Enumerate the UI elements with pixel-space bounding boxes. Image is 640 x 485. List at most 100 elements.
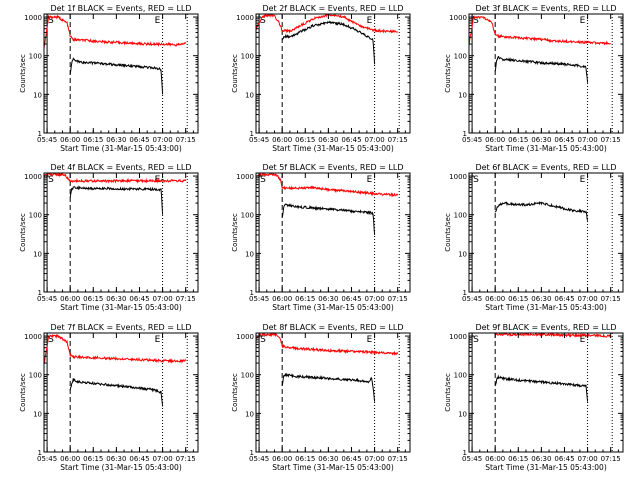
plot-frame: [43, 13, 199, 134]
x-tick-label: 06:30: [318, 295, 338, 303]
x-tick-label: 06:45: [129, 136, 149, 144]
x-tick-label: 07:15: [176, 295, 196, 303]
x-tick-label: 06:00: [60, 455, 80, 463]
x-axis-label: Start Time (31-Mar-15 05:43:00): [272, 144, 394, 153]
y-tick-label: 1: [250, 449, 254, 457]
y-axis-label: Counts/sec: [19, 373, 27, 412]
end-marker-label: E: [155, 16, 161, 26]
x-tick-label: 07:15: [601, 455, 621, 463]
chart-title: Det 8f BLACK = Events, RED = LLD: [262, 323, 403, 332]
lld-series-line: [469, 15, 612, 46]
y-axis-label: Counts/sec: [444, 373, 452, 412]
lld-series-line: [44, 14, 187, 49]
y-axis-label: Counts/sec: [444, 213, 452, 252]
x-tick-label: 06:00: [60, 136, 80, 144]
events-series-line: [281, 203, 376, 235]
y-tick-label: 1000: [449, 333, 467, 341]
x-axis-label: Start Time (31-Mar-15 05:43:00): [485, 463, 607, 472]
x-tick-label: 07:00: [577, 455, 597, 463]
y-tick-label: 10: [33, 250, 42, 258]
x-tick-label: 07:15: [388, 295, 408, 303]
chart-title: Det 3f BLACK = Events, RED = LLD: [475, 4, 616, 13]
y-tick-label: 100: [29, 372, 42, 380]
y-tick-label: 100: [454, 53, 467, 61]
chart-title: Det 5f BLACK = Events, RED = LLD: [262, 163, 403, 172]
x-tick-label: 06:45: [341, 455, 361, 463]
start-marker-label: S: [48, 16, 54, 26]
y-tick-label: 1: [463, 449, 467, 457]
x-tick-label: 05:45: [37, 295, 57, 303]
x-tick-label: 07:15: [388, 136, 408, 144]
start-marker-label: S: [260, 16, 266, 26]
y-tick-label: 1000: [24, 173, 42, 181]
x-tick-label: 07:15: [176, 136, 196, 144]
start-marker-label: S: [48, 175, 54, 185]
x-tick-label: 06:45: [554, 295, 574, 303]
chart-title: Det 7f BLACK = Events, RED = LLD: [50, 323, 191, 332]
x-tick-label: 05:45: [249, 295, 269, 303]
y-tick-label: 10: [33, 91, 42, 99]
events-series-line: [494, 374, 589, 402]
y-tick-label: 1000: [449, 14, 467, 22]
y-tick-label: 1: [250, 130, 254, 138]
y-tick-label: 1: [38, 130, 42, 138]
x-tick-label: 06:45: [341, 136, 361, 144]
y-tick-label: 10: [245, 410, 254, 418]
x-tick-label: 05:45: [37, 455, 57, 463]
end-marker-label: E: [367, 175, 373, 185]
chart-panel-8: Det 8f BLACK = Events, RED = LLD S E 1 10 100…: [231, 323, 411, 472]
plot-frame: [255, 332, 411, 453]
plot-frame: [255, 13, 411, 134]
y-tick-label: 1000: [24, 333, 42, 341]
y-tick-label: 1: [38, 449, 42, 457]
x-tick-label: 06:00: [485, 136, 505, 144]
y-tick-label: 1: [38, 289, 42, 297]
y-axis-label: Counts/sec: [19, 54, 27, 93]
lld-series-line: [256, 333, 399, 356]
x-tick-label: 06:30: [106, 136, 126, 144]
plot-frame: [43, 332, 199, 453]
start-marker-label: S: [473, 16, 479, 26]
x-tick-label: 06:15: [508, 295, 528, 303]
plot-frame: [255, 172, 411, 293]
x-axis-label: Start Time (31-Mar-15 05:43:00): [60, 463, 182, 472]
x-tick-label: 07:00: [577, 295, 597, 303]
x-tick-label: 06:45: [129, 295, 149, 303]
start-marker-label: S: [473, 335, 479, 345]
x-tick-label: 06:00: [60, 295, 80, 303]
x-tick-label: 06:00: [272, 455, 292, 463]
y-tick-label: 1: [463, 130, 467, 138]
x-tick-label: 06:15: [83, 136, 103, 144]
y-tick-label: 10: [458, 250, 467, 258]
x-tick-label: 06:45: [341, 295, 361, 303]
end-marker-label: E: [367, 335, 373, 345]
y-tick-label: 100: [29, 212, 42, 220]
x-axis-label: Start Time (31-Mar-15 05:43:00): [272, 303, 394, 312]
x-tick-label: 07:00: [152, 455, 172, 463]
x-axis-label: Start Time (31-Mar-15 05:43:00): [485, 144, 607, 153]
y-tick-label: 100: [454, 212, 467, 220]
events-series-line: [69, 378, 164, 407]
events-series-line: [494, 55, 589, 83]
y-axis-label: Counts/sec: [19, 213, 27, 252]
x-tick-label: 06:00: [272, 136, 292, 144]
plot-frame: [43, 172, 199, 293]
x-tick-label: 05:45: [37, 136, 57, 144]
x-tick-label: 07:00: [152, 136, 172, 144]
x-tick-label: 06:15: [83, 295, 103, 303]
start-marker-label: S: [260, 175, 266, 185]
chart-panel-6: Det 6f BLACK = Events, RED = LLD S E 1 10 100…: [444, 163, 624, 312]
x-tick-label: 07:15: [388, 455, 408, 463]
chart-panel-1: Det 1f BLACK = Events, RED = LLD S E 1 10 100…: [19, 4, 199, 153]
x-tick-label: 06:00: [485, 295, 505, 303]
x-tick-label: 06:45: [554, 136, 574, 144]
x-axis-label: Start Time (31-Mar-15 05:43:00): [485, 303, 607, 312]
events-series-line: [69, 185, 164, 215]
x-tick-label: 05:45: [462, 455, 482, 463]
plot-frame: [468, 332, 624, 453]
x-tick-label: 05:45: [462, 295, 482, 303]
y-tick-label: 1000: [236, 173, 254, 181]
